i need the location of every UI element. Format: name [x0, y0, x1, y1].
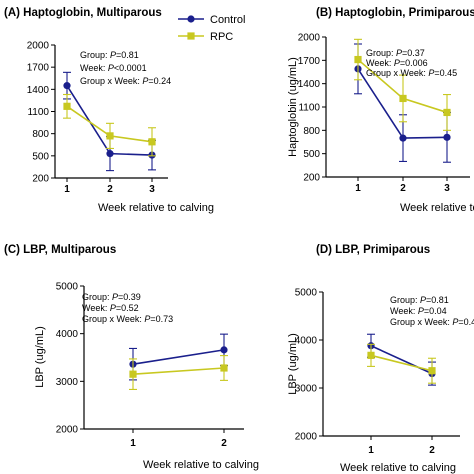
series-rpc	[367, 343, 436, 384]
data-point	[106, 150, 114, 158]
data-point	[443, 108, 451, 117]
legend-marker	[187, 15, 195, 23]
y-tick-label: 5000	[56, 282, 79, 293]
y-tick-label: 200	[303, 173, 320, 184]
x-tick-label: 1	[368, 445, 374, 456]
y-tick-label: 1700	[27, 63, 50, 74]
data-point	[106, 132, 114, 140]
series-rpc	[129, 355, 228, 390]
data-point	[399, 134, 407, 142]
x-axis-label: Week relative to calving	[400, 202, 474, 214]
chart-panel-1: (A) Haptoglobin, Multiparous 200 500 800 110…	[4, 7, 214, 214]
series-line	[132, 367, 225, 375]
data-point	[220, 346, 228, 354]
y-axis-label: LBP (ug/mL)	[287, 333, 299, 395]
data-point	[220, 364, 228, 372]
chart-panel-3: (C) LBP, Multiparous 2000 3000 4000 5000 1 2 We…	[4, 244, 259, 471]
y-tick-label: 4000	[56, 329, 79, 340]
x-tick-label: 2	[221, 438, 227, 449]
x-tick-label: 2	[400, 183, 406, 194]
stat-annotation: Week: P=0.006	[366, 58, 428, 68]
y-tick-label: 1100	[27, 107, 49, 118]
stat-annotation: Group x Week: P=0.73	[82, 314, 173, 324]
y-axis-label: LBP (ug/mL)	[34, 326, 46, 388]
legend-marker	[187, 32, 195, 40]
x-axis-label: Week relative to calving	[143, 459, 259, 471]
chart-panel-2: (B) Haptoglobin, Primiparous 200 500 800 110…	[287, 7, 474, 214]
stat-annotation: Group: P=0.37	[366, 48, 425, 58]
y-tick-label: 2000	[295, 432, 318, 443]
data-point	[63, 82, 71, 90]
data-point	[148, 138, 156, 146]
data-point	[129, 370, 137, 378]
series-control	[63, 71, 156, 172]
stat-annotation: Week: P<0.0001	[80, 63, 147, 73]
legend-label: Control	[210, 14, 245, 26]
x-tick-label: 1	[64, 184, 70, 195]
stat-annotation: Group: P=0.81	[80, 50, 139, 60]
stat-annotation: Week: P=0.04	[390, 306, 447, 316]
x-axis-label: Week relative to calving	[98, 202, 214, 214]
series-rpc	[354, 38, 451, 131]
y-tick-label: 2000	[27, 41, 50, 52]
y-tick-label: 4000	[295, 336, 318, 347]
data-point	[367, 351, 375, 359]
y-tick-label: 800	[32, 129, 49, 140]
stat-annotation: Group x Week: P=0.47	[390, 317, 474, 327]
panel-title: (D) LBP, Primiparous	[316, 244, 430, 256]
x-tick-label: 2	[107, 184, 113, 195]
panel-title: (B) Haptoglobin, Primiparous	[316, 7, 474, 19]
x-axis-label: Week relative to calving	[340, 462, 456, 474]
y-tick-label: 200	[32, 174, 49, 185]
stat-annotation: Week: P=0.52	[82, 303, 139, 313]
series-line	[370, 345, 433, 375]
legend: Control RPC	[178, 14, 245, 43]
y-tick-label: 500	[32, 151, 49, 162]
y-tick-label: 800	[303, 126, 320, 137]
series-line	[132, 349, 225, 365]
y-tick-label: 5000	[295, 288, 318, 299]
stat-annotation: Group x Week: P=0.45	[366, 68, 457, 78]
x-tick-label: 1	[130, 438, 136, 449]
data-point	[354, 55, 362, 64]
y-tick-label: 1400	[298, 79, 321, 90]
panel-title: (C) LBP, Multiparous	[4, 244, 116, 256]
data-point	[399, 94, 407, 103]
chart-panel-4: (D) LBP, Primiparous 2000 3000 4000 5000 1 2 We…	[287, 244, 474, 474]
stat-annotation: Group x Week: P=0.24	[80, 76, 171, 86]
y-tick-label: 1700	[298, 56, 321, 67]
data-point	[63, 102, 71, 110]
y-tick-label: 500	[303, 149, 320, 160]
data-point	[443, 133, 451, 141]
y-tick-label: 1100	[298, 103, 320, 114]
x-tick-label: 1	[355, 183, 361, 194]
series-rpc	[63, 93, 156, 157]
y-tick-label: 3000	[295, 384, 318, 395]
legend-label: RPC	[210, 31, 233, 43]
y-tick-label: 2000	[298, 33, 321, 44]
panel-title: (A) Haptoglobin, Multiparous	[4, 7, 162, 19]
x-tick-label: 3	[444, 183, 450, 194]
x-tick-label: 3	[149, 184, 155, 195]
y-tick-label: 3000	[56, 377, 79, 388]
data-point	[428, 367, 436, 375]
y-axis-label: Haptoglobin (ug/mL)	[287, 57, 299, 157]
series-control	[367, 333, 436, 386]
stat-annotation: Group: P=0.39	[82, 292, 141, 302]
series-line	[370, 354, 433, 372]
y-tick-label: 1400	[27, 85, 50, 96]
x-tick-label: 2	[429, 445, 435, 456]
y-tick-label: 2000	[56, 425, 79, 436]
stat-annotation: Group: P=0.81	[390, 295, 449, 305]
